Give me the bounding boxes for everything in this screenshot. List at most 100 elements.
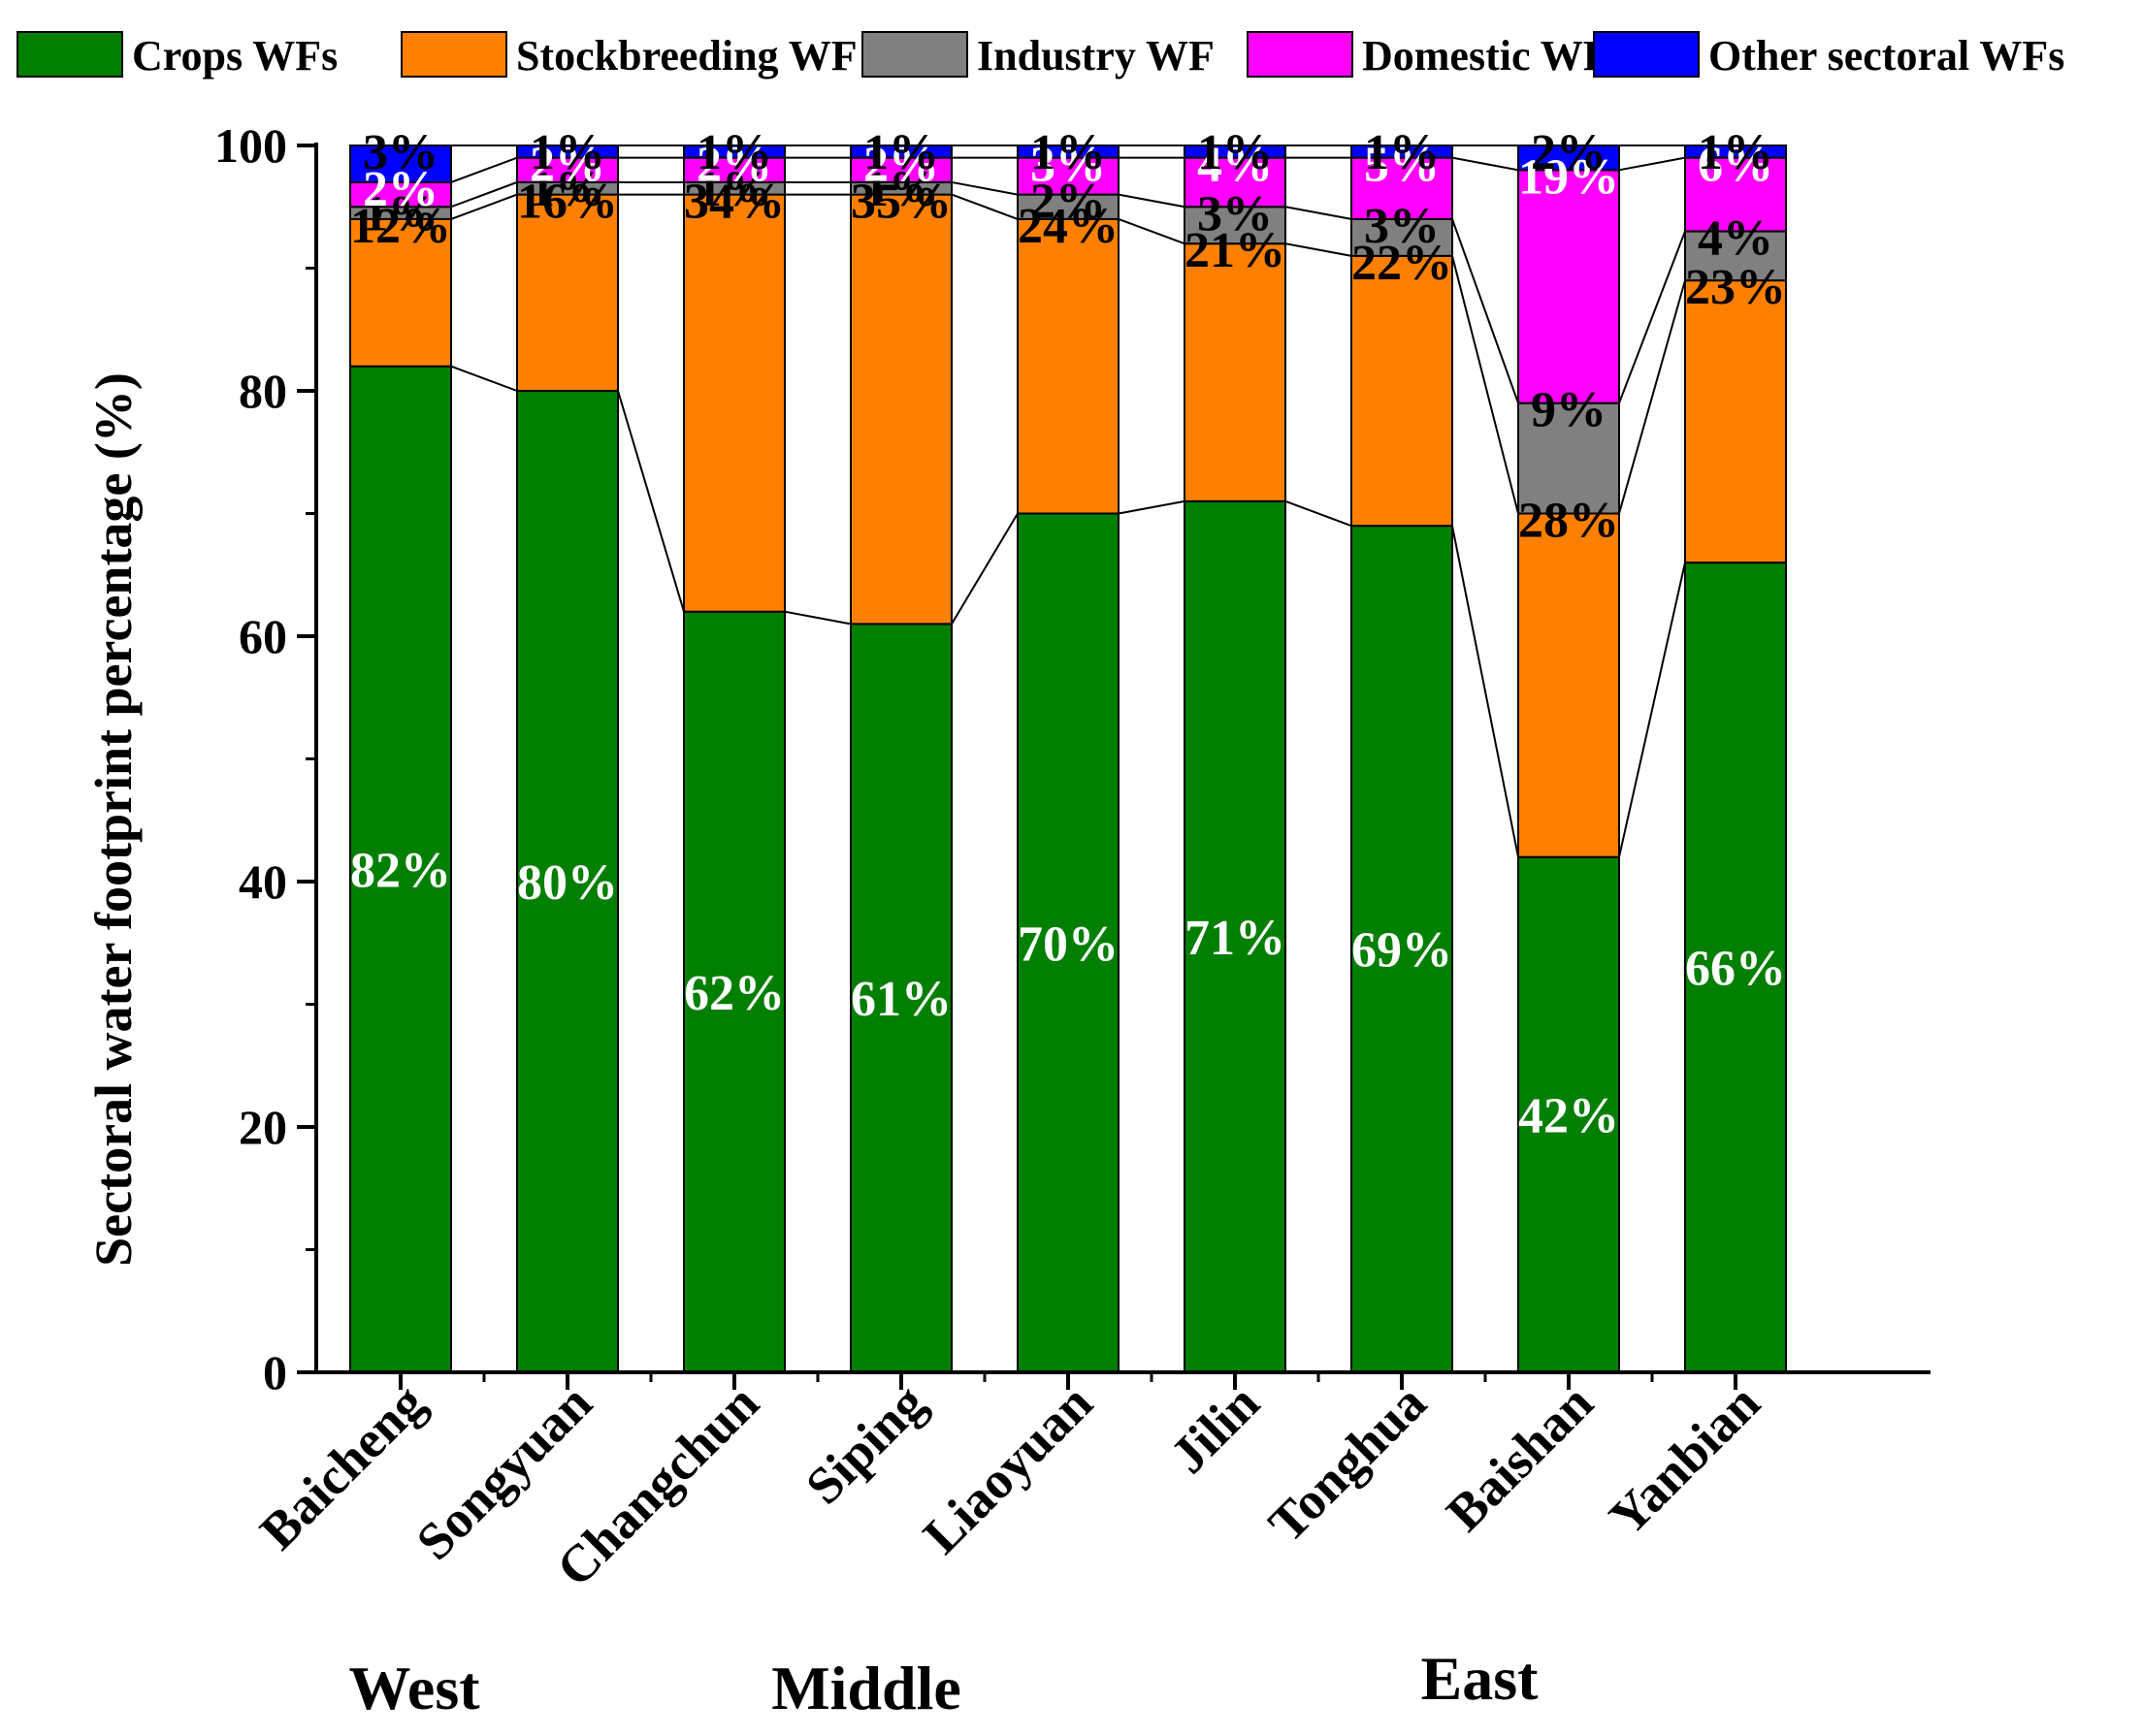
bar-segment-industry-wf xyxy=(1517,402,1620,515)
category-label-tonghua: Tonghua xyxy=(1257,1373,1437,1553)
bar-segment-stockbreeding-wf xyxy=(850,193,953,626)
data-label-stockbreeding-wf: 24% xyxy=(1018,199,1119,254)
category-label-baishan: Baishan xyxy=(1435,1373,1604,1542)
legend-swatch-industry-wf xyxy=(861,31,968,78)
data-label-stockbreeding-wf: 23% xyxy=(1685,260,1786,315)
data-label-crops-wfs: 62% xyxy=(684,966,785,1021)
data-label-stockbreeding-wf: 21% xyxy=(1185,223,1285,278)
data-label-industry-wf: 9% xyxy=(1531,383,1606,438)
bar-segment-stockbreeding-wf xyxy=(349,217,452,368)
legend-label-domestic-wf: Domestic WF xyxy=(1362,32,1609,80)
data-label-stockbreeding-wf: 16% xyxy=(517,175,618,230)
data-label-other-sectoral-wfs: 1% xyxy=(1364,125,1440,180)
connector-line xyxy=(1618,279,1686,514)
bar-segment-domestic-wf xyxy=(850,156,953,183)
region-label-east: East xyxy=(1421,1644,1540,1713)
data-label-domestic-wf: 4% xyxy=(1197,138,1273,193)
data-label-other-sectoral-wfs: 1% xyxy=(530,125,605,180)
connector-line xyxy=(1118,193,1185,209)
data-label-industry-wf: 1% xyxy=(697,162,772,217)
legend-label-industry-wf: Industry WF xyxy=(977,32,1215,80)
bar-segment-stockbreeding-wf xyxy=(1350,254,1453,528)
bar-segment-stockbreeding-wf xyxy=(1684,279,1787,564)
data-label-domestic-wf: 2% xyxy=(363,162,438,217)
legend-swatch-stockbreeding-wf xyxy=(401,31,507,78)
data-label-crops-wfs: 69% xyxy=(1351,923,1452,979)
data-label-stockbreeding-wf: 22% xyxy=(1351,236,1452,291)
bar-segment-crops-wfs xyxy=(1684,562,1787,1373)
connector-line xyxy=(617,390,685,612)
y-tick-label: 80 xyxy=(239,364,287,418)
bar-segment-other-sectoral-wfs xyxy=(683,145,786,159)
data-label-stockbreeding-wf: 28% xyxy=(1518,494,1619,549)
data-label-stockbreeding-wf: 34% xyxy=(684,175,785,230)
data-label-other-sectoral-wfs: 1% xyxy=(1698,125,1773,180)
data-label-crops-wfs: 42% xyxy=(1518,1088,1619,1143)
bar-segment-stockbreeding-wf xyxy=(1017,217,1120,515)
region-labels: West Middle East xyxy=(348,1644,1539,1722)
data-label-domestic-wf: 2% xyxy=(530,138,605,193)
bar-segment-crops-wfs xyxy=(1017,512,1120,1373)
data-label-domestic-wf: 6% xyxy=(1698,138,1773,193)
bar-segment-other-sectoral-wfs xyxy=(850,145,953,159)
data-label-industry-wf: 2% xyxy=(1030,175,1106,230)
connector-line xyxy=(1284,242,1352,257)
data-label-other-sectoral-wfs: 1% xyxy=(697,125,772,180)
data-label-industry-wf: 1% xyxy=(363,186,438,241)
bar-segment-domestic-wf xyxy=(1517,169,1620,404)
bar-segment-domestic-wf xyxy=(516,156,619,183)
data-label-domestic-wf: 2% xyxy=(863,138,939,193)
connector-line xyxy=(1618,156,1686,172)
bar-segment-crops-wfs xyxy=(1184,499,1286,1373)
bar-segment-crops-wfs xyxy=(850,623,953,1373)
data-label-crops-wfs: 70% xyxy=(1018,916,1119,972)
bar-segment-stockbreeding-wf xyxy=(1184,242,1286,502)
connector-line xyxy=(1284,206,1352,220)
category-label-jilin: Jilin xyxy=(1159,1373,1271,1485)
bar-segment-industry-wf xyxy=(1184,206,1286,245)
connector-line xyxy=(951,193,1019,220)
data-label-domestic-wf: 5% xyxy=(1364,138,1440,193)
data-label-industry-wf: 4% xyxy=(1698,211,1773,267)
data-label-crops-wfs: 82% xyxy=(350,843,451,898)
connector-line xyxy=(1618,231,1686,404)
connector-line xyxy=(1451,218,1519,403)
y-tick-label: 20 xyxy=(239,1100,287,1154)
connector-line xyxy=(951,512,1019,625)
bar-segment-other-sectoral-wfs xyxy=(1017,145,1120,159)
legend-swatch-other-sectoral-wfs xyxy=(1593,31,1700,78)
y-tick-label: 40 xyxy=(239,854,287,909)
connector-line xyxy=(450,181,518,209)
legend-label-other-sectoral-wfs: Other sectoral WFs xyxy=(1708,32,2064,80)
connector-line xyxy=(784,610,852,626)
data-label-stockbreeding-wf: 35% xyxy=(851,175,952,230)
category-label-yanbian: Yanbian xyxy=(1598,1373,1770,1546)
bar-segment-stockbreeding-wf xyxy=(683,193,786,613)
region-label-west: West xyxy=(348,1654,480,1722)
bars xyxy=(349,145,1787,1374)
bar-segment-domestic-wf xyxy=(1184,156,1286,209)
data-label-industry-wf: 1% xyxy=(863,162,939,217)
bar-segment-stockbreeding-wf xyxy=(516,193,619,392)
data-label-other-sectoral-wfs: 2% xyxy=(1531,125,1606,180)
bar-segment-crops-wfs xyxy=(349,365,452,1374)
bar-segment-other-sectoral-wfs xyxy=(1517,145,1620,172)
data-label-industry-wf: 1% xyxy=(530,162,605,217)
bar-segment-crops-wfs xyxy=(516,390,619,1373)
y-axis-title: Sectoral water footprint percentage (%) xyxy=(84,372,143,1267)
bar-segment-industry-wf xyxy=(1350,217,1453,257)
data-label-other-sectoral-wfs: 1% xyxy=(1030,125,1106,180)
connector-line xyxy=(450,365,518,392)
y-tick-label: 100 xyxy=(214,118,287,173)
data-label-industry-wf: 3% xyxy=(1364,199,1440,254)
legend-swatch-domestic-wf xyxy=(1247,31,1353,78)
connector-line xyxy=(1618,562,1686,857)
legend: Crops WFs Stockbreeding WF Industry WF Dome… xyxy=(16,31,2064,80)
category-label-liaoyuan: Liaoyuan xyxy=(912,1373,1103,1564)
data-label-domestic-wf: 19% xyxy=(1518,149,1619,205)
legend-swatch-crops-wfs xyxy=(16,31,123,78)
bar-segment-stockbreeding-wf xyxy=(1517,512,1620,858)
connector-line xyxy=(1451,156,1519,172)
connector-line xyxy=(1118,217,1185,245)
